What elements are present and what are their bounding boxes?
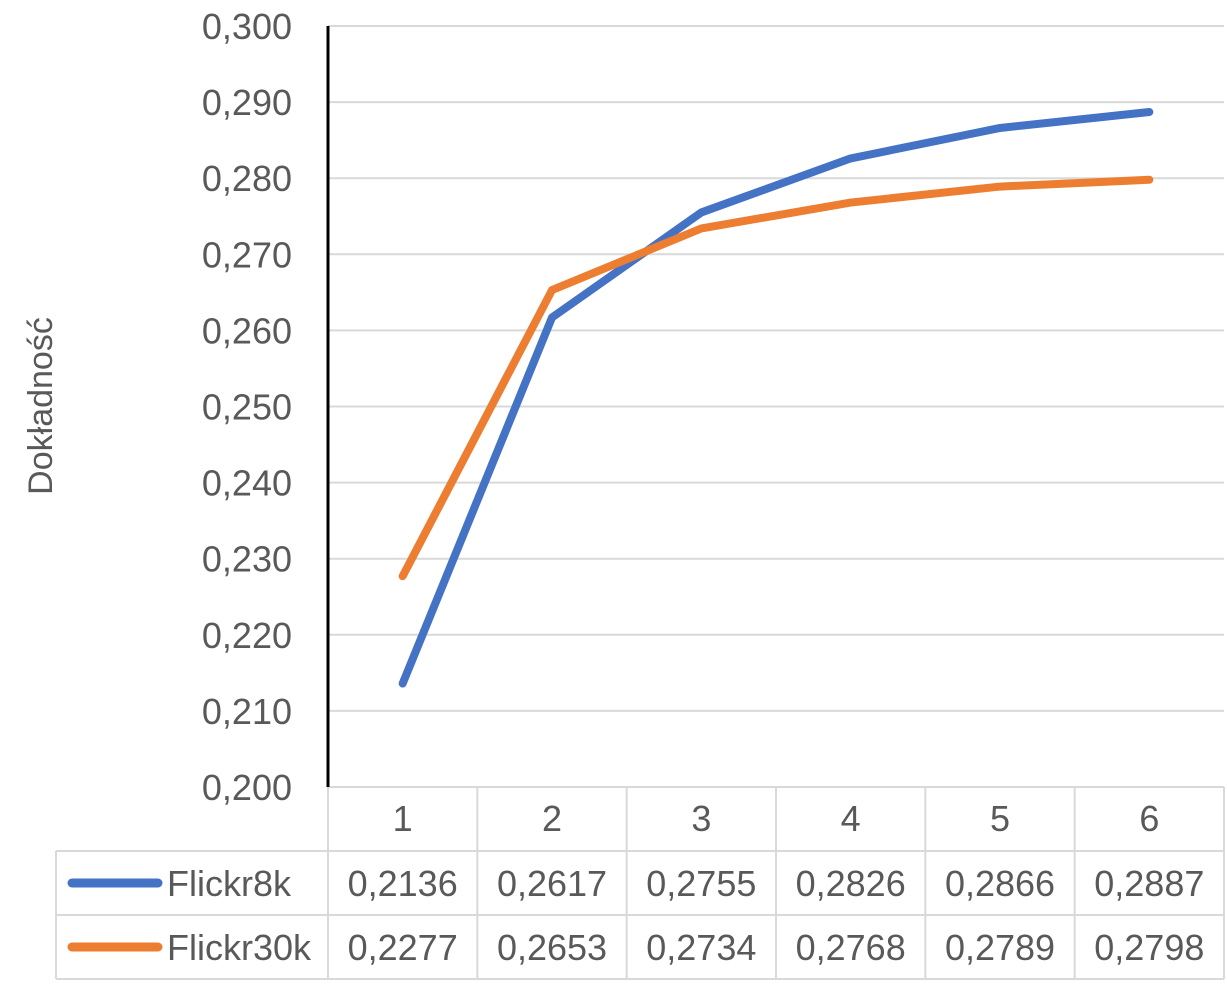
table-cell: 0,2826 [796,863,906,904]
x-tick-label: 2 [542,798,562,839]
labels: Dokładność 0,200 0,210 0,220 0,230 0,240 0,25… [22,6,1204,968]
y-axis-label: Dokładność [22,317,60,495]
legend-label: Flickr8k [167,863,292,904]
data-table [55,786,1225,980]
x-tick-label: 5 [990,798,1010,839]
table-cell: 0,2798 [1094,927,1204,968]
table-cell: 0,2734 [646,927,756,968]
x-tick-label: 6 [1139,798,1159,839]
y-tick-label: 0,300 [202,6,292,47]
series-line-flickr30k [398,175,1154,581]
y-tick-label: 0,280 [202,158,292,199]
series [398,107,1154,688]
table-cell: 0,2653 [497,927,607,968]
y-tick-label: 0,250 [202,387,292,428]
table-cell: 0,2887 [1094,863,1204,904]
y-tick-label: 0,270 [202,234,292,275]
table-cell: 0,2768 [796,927,906,968]
y-tick-label: 0,240 [202,463,292,504]
y-tick-label: 0,220 [202,615,292,656]
y-tick-label: 0,210 [202,691,292,732]
table-cell: 0,2866 [945,863,1055,904]
series-line-flickr8k [398,107,1154,688]
table-cell: 0,2136 [348,863,458,904]
x-tick-label: 4 [841,798,861,839]
x-tick-label: 3 [691,798,711,839]
y-tick-label: 0,200 [202,767,292,808]
y-tick-label: 0,230 [202,539,292,580]
x-tick-label: 1 [393,798,413,839]
gridlines [328,25,1224,712]
table-cell: 0,2755 [646,863,756,904]
legend-label: Flickr30k [167,927,312,968]
table-cell: 0,2617 [497,863,607,904]
y-tick-label: 0,290 [202,82,292,123]
table-cell: 0,2789 [945,927,1055,968]
y-tick-label: 0,260 [202,310,292,351]
table-cell: 0,2277 [348,927,458,968]
